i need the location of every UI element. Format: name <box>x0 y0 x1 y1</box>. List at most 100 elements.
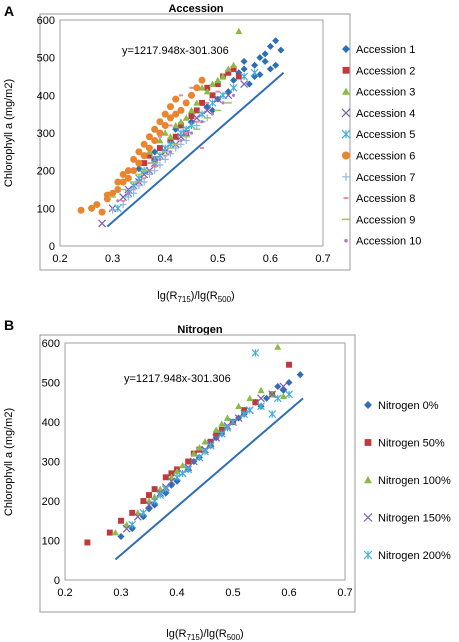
data-point <box>116 199 120 203</box>
data-point <box>224 65 232 72</box>
tick-labels-b: 0 100 200 300 400 500 600 0.2 0.3 0.4 0.5 0.6 0.7 <box>42 338 353 599</box>
data-point <box>156 118 164 126</box>
legend-label: Accession 2 <box>356 65 415 77</box>
y-tick-label: 600 <box>37 15 55 27</box>
legend-marker <box>363 513 373 522</box>
data-point <box>146 492 152 499</box>
data-point <box>135 148 143 156</box>
data-point <box>209 80 217 87</box>
data-point <box>279 382 288 391</box>
data-point <box>156 161 164 169</box>
data-point <box>235 402 243 409</box>
data-point <box>124 167 132 175</box>
data-point <box>234 414 243 422</box>
panel-label-a: A <box>4 3 14 19</box>
x-axis-label-a: lg(R715)/lg(R500) <box>157 290 234 304</box>
legend-label: Nitrogen 100% <box>378 475 451 487</box>
data-point <box>193 121 201 129</box>
data-point <box>268 410 277 419</box>
data-point <box>272 37 280 45</box>
y-axis-label-b: Chlorophyll a (mg/m2) <box>3 408 15 516</box>
data-point <box>185 458 192 465</box>
data-point <box>151 137 159 145</box>
x-tick-label: 0.7 <box>337 587 352 599</box>
legend-item: Nitrogen 0% <box>364 400 439 412</box>
data-point <box>232 93 236 97</box>
legend-marker <box>364 401 372 409</box>
data-point <box>119 201 127 209</box>
data-point <box>140 152 148 160</box>
legend-item: Nitrogen 150% <box>363 513 451 525</box>
data-point <box>88 204 96 212</box>
data-point <box>257 394 265 403</box>
tick-labels-a: 0 100 200 300 400 500 600 0.2 0.3 0.4 0.5 0.6 0.7 <box>37 15 331 265</box>
data-point <box>190 450 198 457</box>
data-point <box>128 520 137 529</box>
y-tick-label: 300 <box>37 128 55 140</box>
data-point <box>261 57 269 65</box>
data-point <box>201 438 209 445</box>
data-point <box>167 137 174 144</box>
y-tick-label: 0 <box>49 241 55 253</box>
plot-area-b <box>64 342 346 581</box>
chart-title-a: Accession <box>168 3 223 15</box>
x-tick-label: 0.5 <box>225 587 240 599</box>
data-point <box>156 145 163 152</box>
data-point <box>156 485 164 492</box>
legend-marker <box>342 45 350 53</box>
data-point <box>209 92 216 99</box>
legend-label: Nitrogen 50% <box>378 438 445 450</box>
regression-line-b <box>114 397 304 561</box>
data-point <box>240 80 249 88</box>
data-point <box>98 219 107 228</box>
data-point <box>182 125 191 134</box>
data-point <box>103 191 111 199</box>
x-tick-label: 0.7 <box>315 253 330 265</box>
data-point <box>230 65 237 72</box>
data-point <box>111 529 119 536</box>
data-point <box>213 430 220 437</box>
data-point <box>178 122 184 129</box>
data-point <box>187 121 196 130</box>
data-point <box>106 529 113 536</box>
x-tick-label: 0.6 <box>263 253 278 265</box>
y-tick-label: 500 <box>37 53 55 65</box>
data-point <box>150 155 159 164</box>
data-point <box>147 169 151 173</box>
data-point <box>151 486 158 493</box>
legend-marker <box>344 238 348 243</box>
data-point <box>172 121 180 129</box>
data-point <box>208 98 217 107</box>
legend-item: Accession 3 <box>342 87 415 99</box>
data-point <box>268 390 277 399</box>
data-point <box>251 348 260 357</box>
data-point <box>145 144 153 152</box>
panel-a: A Accession 0 100 200 300 400 500 600 0.2 0.3 0.4… <box>3 3 421 304</box>
legend-item: Accession 5 <box>341 129 415 141</box>
data-point <box>119 178 127 186</box>
y-tick-label: 0 <box>54 575 60 587</box>
chart-title-b: Nitrogen <box>177 324 223 336</box>
data-point <box>177 132 185 141</box>
data-point <box>130 189 138 197</box>
data-point <box>167 473 175 481</box>
data-point <box>173 467 181 475</box>
data-points-a <box>77 27 285 228</box>
data-point <box>119 170 127 178</box>
legend-a: Accession 1 Accession 2 Accession 3 Accessi… <box>341 44 421 248</box>
data-point <box>161 110 169 118</box>
data-point <box>179 138 183 143</box>
data-point <box>225 69 232 76</box>
data-point <box>182 99 190 107</box>
legend-item: Accession 7 <box>342 172 415 184</box>
data-point <box>166 114 174 122</box>
data-point <box>166 133 174 140</box>
data-point <box>257 402 265 411</box>
x-tick-label: 0.6 <box>281 587 296 599</box>
data-point <box>252 399 259 406</box>
data-point <box>182 114 190 121</box>
data-point <box>98 208 106 216</box>
data-point <box>214 76 222 84</box>
legend-marker <box>363 550 373 560</box>
